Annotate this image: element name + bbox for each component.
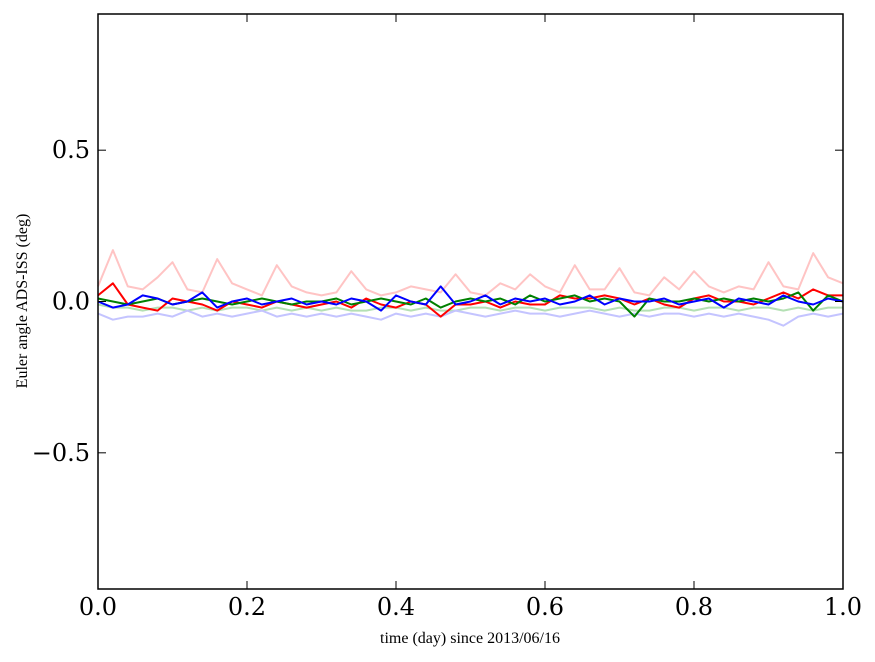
- x-tick-label: 0.4: [377, 593, 415, 621]
- y-axis-label: Euler angle ADS-ISS (deg): [14, 214, 31, 389]
- series-line-2: [97, 303, 843, 312]
- x-tick-label: 0.8: [675, 593, 713, 621]
- x-tick-label: 1.0: [824, 593, 862, 621]
- series-line-6: [97, 285, 844, 312]
- y-tick-label: 0.5: [52, 136, 90, 164]
- x-tick-label: 0.6: [526, 593, 564, 621]
- y-tick-label: −0.5: [32, 439, 90, 467]
- series-line-5: [97, 291, 844, 318]
- x-tick-label: 0.2: [228, 593, 266, 621]
- series-layer: [97, 249, 844, 327]
- y-tick-label: 0.0: [52, 288, 90, 316]
- series-line-3: [97, 309, 844, 327]
- x-axis-label: time (day) since 2013/06/16: [380, 630, 560, 647]
- series-line-1: [97, 249, 844, 297]
- x-tick-label: 0.0: [79, 593, 117, 621]
- ticks-layer: 0.0 0.2 0.4 0.6 0.8 1.0 −0.5 0.0 0.5: [32, 14, 862, 621]
